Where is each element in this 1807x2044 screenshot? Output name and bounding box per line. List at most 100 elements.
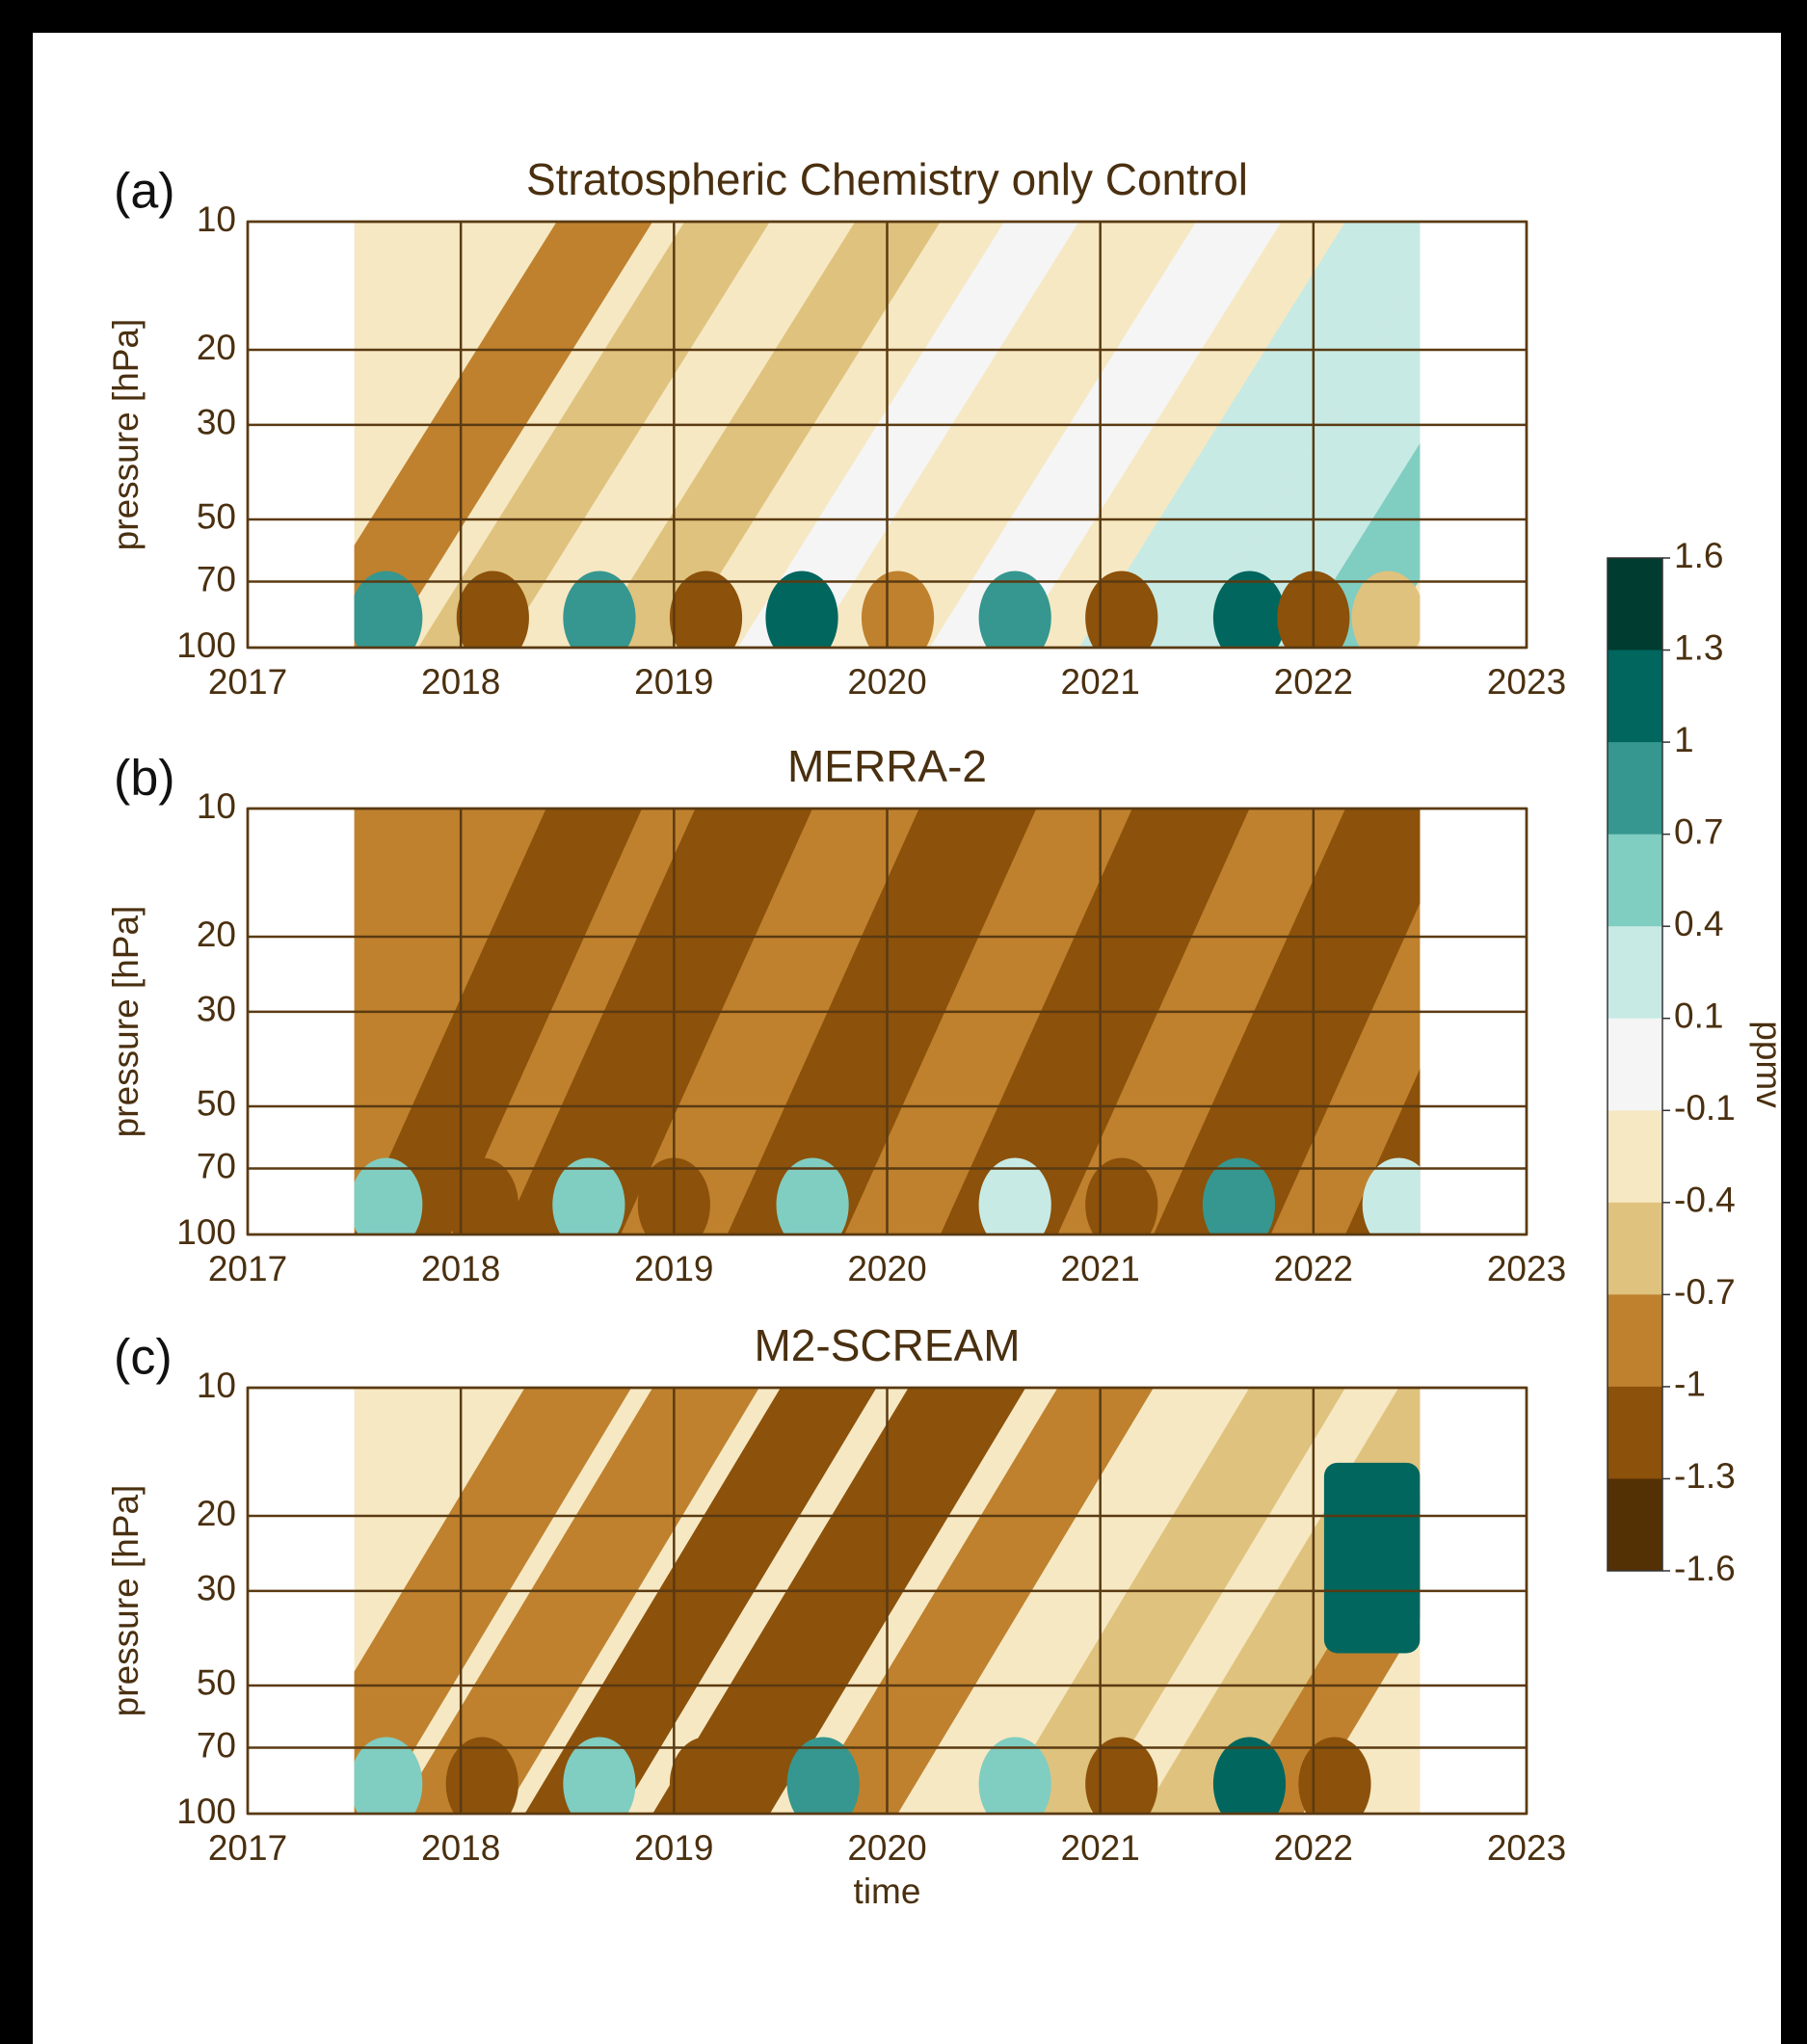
contour-fill: [978, 571, 1051, 648]
plot-frame: [246, 220, 1528, 650]
x-tick-label: 2022: [1274, 1828, 1353, 1868]
y-tick-label: 70: [197, 1725, 236, 1765]
contour-fill: [1085, 571, 1158, 648]
colorbar-tick-label: 1.3: [1674, 627, 1723, 667]
panel-title: MERRA-2: [787, 741, 987, 791]
x-tick-label: 2023: [1487, 1828, 1566, 1868]
colorbar-tick-label: 0.4: [1674, 904, 1723, 943]
contour-fill: [503, 809, 813, 1234]
colorbar-bin: [1608, 650, 1662, 743]
contour-fill: [1351, 571, 1421, 648]
colorbar-bin: [1608, 1202, 1662, 1295]
y-tick-label: 30: [197, 1569, 236, 1608]
x-tick-label: 2018: [421, 662, 500, 702]
contour-fill: [776, 1157, 849, 1234]
y-tick-label: 50: [197, 1084, 236, 1124]
contour-fill: [652, 1388, 1026, 1814]
contour-fill: [737, 222, 1079, 648]
x-tick-label: 2023: [1487, 662, 1566, 702]
y-tick-label: 20: [197, 328, 236, 367]
colorbar-tick-label: -1: [1674, 1365, 1706, 1404]
contour-fill: [940, 809, 1250, 1234]
y-tick-label: 100: [176, 625, 236, 665]
contour-fill: [445, 1157, 518, 1234]
x-tick-label: 2022: [1274, 662, 1353, 702]
colorbar-bin: [1608, 1386, 1662, 1479]
contour-fill: [354, 1157, 423, 1234]
x-tick-label: 2019: [634, 662, 713, 702]
x-tick-label: 2021: [1061, 662, 1140, 702]
contour-fill: [669, 1737, 743, 1814]
contour-fill: [669, 571, 743, 648]
plot-frame: [246, 1386, 1528, 1816]
contour-fill: [1085, 1737, 1158, 1814]
colorbar-tick-label: 1.6: [1674, 536, 1723, 575]
contour-fill: [396, 1388, 759, 1814]
contour-fill: [1212, 1737, 1287, 1814]
x-tick-label: 2017: [208, 662, 287, 702]
contour-fill: [552, 1157, 625, 1234]
contour-fill: [354, 809, 643, 1234]
contour-fill: [1212, 571, 1287, 648]
x-tick-label: 2022: [1274, 1249, 1353, 1288]
contour-fill: [354, 1737, 423, 1814]
contour-fill: [978, 1737, 1051, 1814]
colorbar-tick-label: 0.7: [1674, 811, 1723, 851]
x-tick-label: 2021: [1061, 1249, 1140, 1288]
contour-fill: [563, 1737, 636, 1814]
contour-field: [354, 1388, 1421, 1814]
colorbar-bin: [1608, 926, 1662, 1020]
colorbar-bin: [1608, 558, 1662, 651]
plot-frame: [246, 807, 1528, 1236]
x-tick-label: 2018: [421, 1828, 500, 1868]
colorbar-tick-label: -0.4: [1674, 1181, 1736, 1220]
contour-fill: [1085, 1157, 1158, 1234]
y-tick-label: 50: [197, 497, 236, 537]
y-tick-label: 10: [197, 786, 236, 826]
y-tick-label: 30: [197, 403, 236, 442]
y-tick-label: 10: [197, 1366, 236, 1405]
panel-label: (a): [114, 164, 175, 220]
colorbar-bin: [1608, 1478, 1662, 1572]
contour-fill: [1153, 809, 1421, 1234]
colorbar-frame: [1607, 557, 1663, 1572]
y-tick-label: 70: [197, 559, 236, 598]
x-axis-label: time: [854, 1871, 921, 1911]
contour-fill: [1228, 1494, 1421, 1814]
panel-title: M2-SCREAM: [754, 1320, 1020, 1370]
contour-fill: [456, 571, 529, 648]
contour-fill: [1298, 1737, 1371, 1814]
x-tick-label: 2017: [208, 1249, 287, 1288]
y-axis-label: pressure [hPa]: [106, 1485, 146, 1717]
panel-label: (c): [114, 1330, 173, 1386]
contour-fill: [354, 222, 653, 648]
contour-fill: [994, 1388, 1346, 1814]
contour-fill: [786, 1737, 860, 1814]
colorbar-tick-label: -0.7: [1674, 1272, 1736, 1312]
x-tick-label: 2020: [847, 1828, 926, 1868]
contour-fill: [727, 809, 1037, 1234]
x-tick-label: 2021: [1061, 1828, 1140, 1868]
x-tick-label: 2018: [421, 1249, 500, 1288]
contour-fill: [929, 222, 1282, 648]
colorbar-tick-label: 0.1: [1674, 996, 1723, 1036]
y-axis-label: pressure [hPa]: [106, 319, 146, 551]
y-tick-label: 10: [197, 199, 236, 239]
colorbar-tick-label: 1: [1674, 720, 1694, 759]
contour-fill: [354, 1388, 632, 1814]
contour-fill: [1362, 1157, 1421, 1234]
panel-label: (b): [114, 751, 175, 807]
colorbar-bin: [1608, 834, 1662, 927]
y-tick-label: 30: [197, 990, 236, 1029]
contour-fill: [802, 1388, 1154, 1814]
x-tick-label: 2020: [847, 1249, 926, 1288]
colorbar-bin: [1608, 1110, 1662, 1204]
contour-fill: [1323, 1462, 1421, 1654]
x-tick-label: 2017: [208, 1828, 287, 1868]
y-tick-label: 100: [176, 1212, 236, 1252]
y-tick-label: 20: [197, 1494, 236, 1533]
x-tick-label: 2019: [634, 1249, 713, 1288]
contour-fill: [861, 571, 935, 648]
colorbar-bin: [1608, 1294, 1662, 1388]
